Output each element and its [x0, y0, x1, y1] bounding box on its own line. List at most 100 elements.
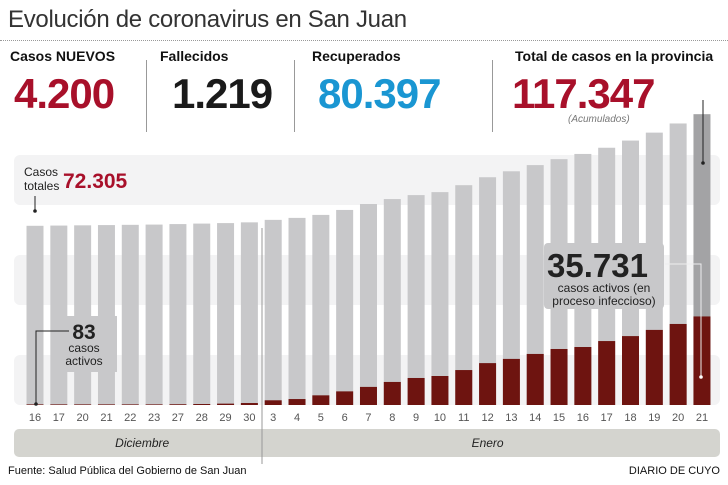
bar-total — [502, 171, 520, 405]
x-tick-label: 21 — [100, 412, 112, 424]
bar-active — [240, 403, 258, 405]
bar-active — [526, 353, 544, 405]
bar-total — [407, 195, 425, 405]
leader-dot — [699, 375, 703, 379]
bar-active — [312, 395, 330, 405]
bar-active — [264, 400, 282, 405]
x-tick-label: 5 — [318, 412, 324, 424]
bar-total — [526, 165, 544, 405]
x-tick-label: 8 — [389, 412, 395, 424]
kpi-recovered-value: 80.397 — [318, 70, 441, 117]
bar-active — [169, 404, 187, 405]
bar-active — [622, 336, 639, 405]
total-label-1: Casos — [24, 165, 58, 179]
bar-active — [336, 391, 354, 405]
bar-active — [550, 348, 568, 405]
x-tick-label: 22 — [124, 412, 136, 424]
kpi-total-value: 117.347 — [512, 70, 656, 117]
month-label: Diciembre — [115, 436, 169, 450]
x-tick-label: 9 — [413, 412, 419, 424]
x-tick-label: 17 — [53, 412, 65, 424]
leader-dot — [33, 209, 37, 213]
bar-active — [598, 341, 616, 405]
bar-active — [145, 404, 163, 405]
bar-total — [359, 204, 377, 405]
source-note: Fuente: Salud Pública del Gobierno de Sa… — [8, 465, 247, 477]
total-label-2: totales — [24, 179, 59, 193]
x-tick-label: 16 — [29, 412, 41, 424]
x-tick-label: 15 — [553, 412, 565, 424]
x-tick-label: 16 — [577, 412, 589, 424]
kpi-new-label: Casos NUEVOS — [10, 48, 116, 64]
bar-total — [312, 214, 330, 405]
bar-total — [193, 223, 211, 405]
bar-total — [26, 225, 44, 405]
bar-active — [574, 347, 592, 405]
bar-active — [359, 386, 377, 405]
bar-active — [431, 376, 449, 405]
kpi-total-label: Total de casos en la provincia — [515, 48, 714, 64]
x-tick-label: 20 — [77, 412, 89, 424]
x-tick-label: 17 — [601, 412, 613, 424]
bar-total — [455, 185, 473, 405]
active-start-label-2: activos — [65, 354, 102, 368]
kpi-new-value: 4.200 — [14, 70, 115, 117]
x-tick-label: 21 — [696, 412, 708, 424]
bar-active — [97, 404, 115, 405]
bar-active — [121, 404, 139, 405]
month-band — [14, 429, 720, 457]
active-end-label-1: casos activos (en — [558, 281, 651, 295]
x-tick-label: 3 — [270, 412, 276, 424]
x-tick-label: 23 — [148, 412, 160, 424]
x-tick-label: 28 — [196, 412, 208, 424]
active-start-label-1: casos — [68, 341, 99, 355]
kpi-total-note: (Acumulados) — [568, 114, 630, 125]
bar-active — [217, 403, 235, 405]
bar-total — [240, 222, 258, 405]
bar-total — [479, 177, 497, 405]
bar-active — [50, 404, 68, 405]
bar-total — [383, 199, 401, 405]
leader-line — [665, 263, 702, 377]
bar-total — [169, 224, 187, 405]
kpi-deaths-label: Fallecidos — [160, 48, 229, 64]
kpi-deaths-value: 1.219 — [172, 70, 273, 117]
divider — [0, 40, 728, 41]
leader-dot — [701, 161, 705, 165]
bar-active — [455, 370, 473, 405]
x-tick-label: 19 — [648, 412, 660, 424]
leader-line — [35, 330, 69, 404]
leader-dot — [34, 402, 38, 406]
bar-total — [50, 225, 68, 405]
x-tick-label: 30 — [243, 412, 255, 424]
x-tick-label: 29 — [219, 412, 231, 424]
bar-total — [288, 217, 306, 405]
bar-active — [383, 381, 401, 405]
bar-active — [645, 329, 663, 405]
page-title: Evolución de coronavirus en San Juan — [8, 6, 407, 33]
x-tick-label: 10 — [434, 412, 446, 424]
x-tick-label: 14 — [529, 412, 541, 424]
active-end-label-2: proceso infeccioso) — [552, 294, 655, 308]
bar-total — [74, 225, 92, 405]
bar-active — [669, 323, 687, 405]
bar-total — [217, 223, 235, 405]
bar-total — [431, 192, 449, 405]
bar-active — [502, 358, 520, 405]
divider — [146, 60, 147, 132]
bar-active — [193, 404, 211, 405]
bar-active — [407, 377, 425, 405]
kpi-recovered-label: Recuperados — [312, 48, 401, 64]
bar-total — [336, 209, 354, 405]
x-tick-label: 6 — [342, 412, 348, 424]
x-tick-label: 20 — [672, 412, 684, 424]
x-tick-label: 18 — [624, 412, 636, 424]
bar-active — [288, 399, 306, 405]
bar-total — [97, 225, 115, 405]
bar-total — [145, 224, 163, 405]
x-tick-label: 4 — [294, 412, 300, 424]
brand-name: DIARIO DE CUYO — [628, 465, 720, 477]
bar-total — [121, 224, 139, 405]
